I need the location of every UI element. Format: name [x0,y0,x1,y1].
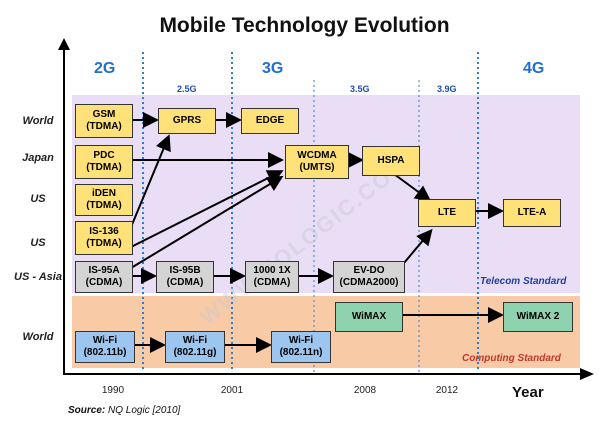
computing-standard-label: Computing Standard [462,353,561,364]
gprs-box: GPRS [158,108,216,134]
edge-box: EDGE [241,108,299,134]
lte-a-box: LTE-A [503,199,561,227]
x-axis [63,373,583,375]
source-label: Source: [68,405,106,416]
pdc-box: PDC (TDMA) [75,145,133,179]
row-label-us-asia: US - Asia [14,271,62,283]
y-axis [63,45,65,375]
wifi-g-box: Wi-Fi (802.11g) [165,331,225,363]
x-tick-1990: 1990 [101,385,125,396]
gsm-box: GSM (TDMA) [75,104,133,138]
row-label-us: US [30,237,46,249]
wifi-n-box: Wi-Fi (802.11n) [271,331,331,363]
is95a-box: IS-95A (CDMA) [75,261,133,293]
row-label-world: World [22,115,54,127]
gen-3-5g-label: 3.5G [350,84,370,94]
telecom-standard-label: Telecom Standard [480,276,567,287]
wifi-b-box: Wi-Fi (802.11b) [75,331,135,363]
iden-box: iDEN (TDMA) [75,184,133,216]
wcdma-box: WCDMA (UMTS) [285,145,349,179]
x-tick-2008: 2008 [353,385,377,396]
is95b-box: IS-95B (CDMA) [156,261,214,293]
row-label-japan: Japan [22,152,54,164]
y-axis-arrow [58,38,70,50]
lte-box: LTE [418,199,476,227]
row-label-world-computing: World [22,331,54,343]
x-axis-arrow [580,368,594,380]
source-text: NQ Logic [2010] [105,405,181,416]
hspa-box: HSPA [362,146,420,176]
cdma1x-box: 1000 1X (CDMA) [245,261,299,293]
row-label-us: US [30,193,46,205]
gen-3-9g-label: 3.9G [437,84,457,94]
is136-box: IS-136 (TDMA) [75,221,133,255]
gen-2g-label: 2G [94,60,116,77]
evdo-box: EV-DO (CDMA2000) [333,261,405,293]
x-tick-2001: 2001 [220,385,244,396]
page-title: Mobile Technology Evolution [159,14,450,37]
x-axis-label: Year [512,384,544,401]
wimax2-box: WiMAX 2 [503,302,573,332]
gen-4g-label: 4G [523,60,545,77]
x-tick-2012: 2012 [435,385,459,396]
source-note: Source: NQ Logic [2010] [68,405,180,416]
gen-3g-label: 3G [262,60,284,77]
gen-2-5g-label: 2.5G [177,84,197,94]
wimax-box: WiMAX [335,302,403,332]
telecom-band [72,95,580,293]
